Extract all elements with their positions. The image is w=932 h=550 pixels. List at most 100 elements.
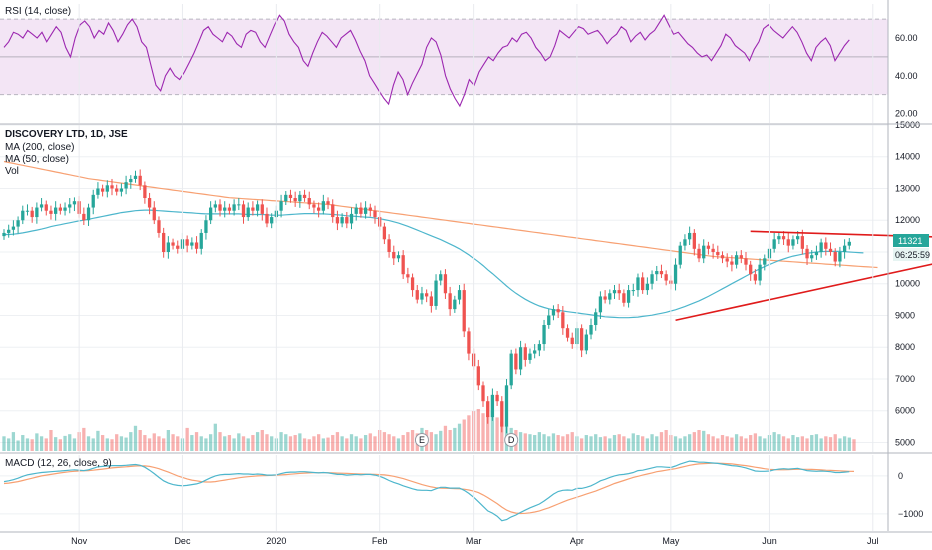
volume-bar <box>105 438 109 451</box>
candle-body <box>720 255 725 259</box>
price-tick-label: 15000 <box>895 120 920 130</box>
volume-bar <box>537 432 542 451</box>
candle-body <box>279 201 283 211</box>
candle-body <box>626 290 631 303</box>
macd-line <box>3 460 850 522</box>
macd-panel: 0 −1000 <box>0 460 923 522</box>
candle-body <box>814 251 819 256</box>
candle-body <box>664 274 668 281</box>
volume-bar <box>246 438 250 451</box>
volume-bar <box>542 434 546 451</box>
triangle-trendline <box>750 230 932 238</box>
volume-bar <box>439 430 443 451</box>
event-marker <box>414 433 429 447</box>
candle-body <box>119 188 124 192</box>
countdown-value: 06:25:59 <box>895 250 930 260</box>
candle-body <box>467 331 471 354</box>
candle-body <box>157 220 161 233</box>
volume-bar <box>312 436 316 451</box>
candle-body <box>321 201 325 211</box>
candle-body <box>251 207 255 211</box>
volume-bar <box>218 432 222 451</box>
volume-bar <box>734 434 739 451</box>
volume-bar <box>448 430 452 451</box>
candle-body <box>838 251 842 262</box>
price-tick-label: 14000 <box>895 152 920 162</box>
volume-bar <box>692 432 696 451</box>
candle-body <box>702 245 706 259</box>
volume-bar <box>260 430 264 451</box>
volume-bar <box>284 434 288 451</box>
volume-bar <box>2 436 6 451</box>
price-tick-label: 7000 <box>895 374 915 384</box>
candle-body <box>584 334 588 351</box>
event-marker-label: E <box>419 435 425 445</box>
volume-bar <box>603 436 607 451</box>
candle-body <box>523 347 527 360</box>
candle-body <box>270 217 274 224</box>
candle-body <box>44 204 48 211</box>
candle-body <box>791 239 795 246</box>
candle-body <box>641 277 645 291</box>
candle-body <box>152 207 156 221</box>
volume-bar <box>673 436 678 451</box>
candle-body <box>706 245 711 249</box>
candle-body <box>692 232 696 249</box>
candle-body <box>162 232 166 252</box>
rsi-panel: 20.00 40.00 60.00 <box>0 14 918 119</box>
volume-bar <box>307 439 311 451</box>
volume-bar <box>528 434 532 451</box>
volume-bar <box>819 438 823 451</box>
volume-bar <box>791 435 795 451</box>
volume-bar <box>481 413 485 451</box>
candle-body <box>335 217 340 224</box>
volume-bar <box>824 436 828 451</box>
volume-bar <box>96 430 100 451</box>
volume-bar <box>749 435 753 451</box>
volume-bar <box>842 436 847 451</box>
volume-bar <box>345 438 349 451</box>
volume-bar <box>655 436 659 451</box>
candle-body <box>758 264 762 281</box>
candle-body <box>265 213 269 224</box>
volume-bar <box>119 436 124 451</box>
candle-body <box>842 245 847 252</box>
volume-bar <box>786 438 790 451</box>
price-tick-label: 9000 <box>895 310 915 320</box>
candle-body <box>54 207 58 214</box>
x-tick-label: Nov <box>71 536 88 546</box>
candle-body <box>457 290 462 300</box>
volume-bar <box>810 435 814 451</box>
volume-bar <box>781 436 786 451</box>
volume-bar <box>270 436 274 451</box>
volume-bar <box>16 440 20 451</box>
candle-body <box>734 255 739 265</box>
volume-bar <box>631 433 635 451</box>
volume-bar <box>641 436 645 451</box>
volume-bar <box>331 435 335 451</box>
candle-body <box>105 185 109 192</box>
candle-body <box>110 185 114 189</box>
volume-bar <box>208 434 213 451</box>
candle-body <box>481 385 485 402</box>
volume-bar <box>828 437 833 451</box>
candle-body <box>420 293 424 300</box>
candle-body <box>528 353 532 360</box>
macd-legend: MACD (12, 26, close, 9) <box>5 458 112 469</box>
price-tick-label: 10000 <box>895 279 920 289</box>
volume-bar <box>359 438 363 451</box>
candle-body <box>608 293 612 300</box>
volume-bar <box>115 434 119 451</box>
candle-body <box>622 293 626 303</box>
volume-bar <box>622 436 626 451</box>
candle-body <box>500 401 504 427</box>
price-tick-label: 13000 <box>895 183 920 193</box>
volume-bar <box>176 436 180 451</box>
candle-body <box>326 201 330 205</box>
candle-body <box>655 271 659 275</box>
candle-body <box>810 255 814 259</box>
candle-body <box>11 226 16 230</box>
volume-bar <box>227 435 232 451</box>
candle-body <box>138 175 142 186</box>
volume-bar <box>547 436 551 451</box>
